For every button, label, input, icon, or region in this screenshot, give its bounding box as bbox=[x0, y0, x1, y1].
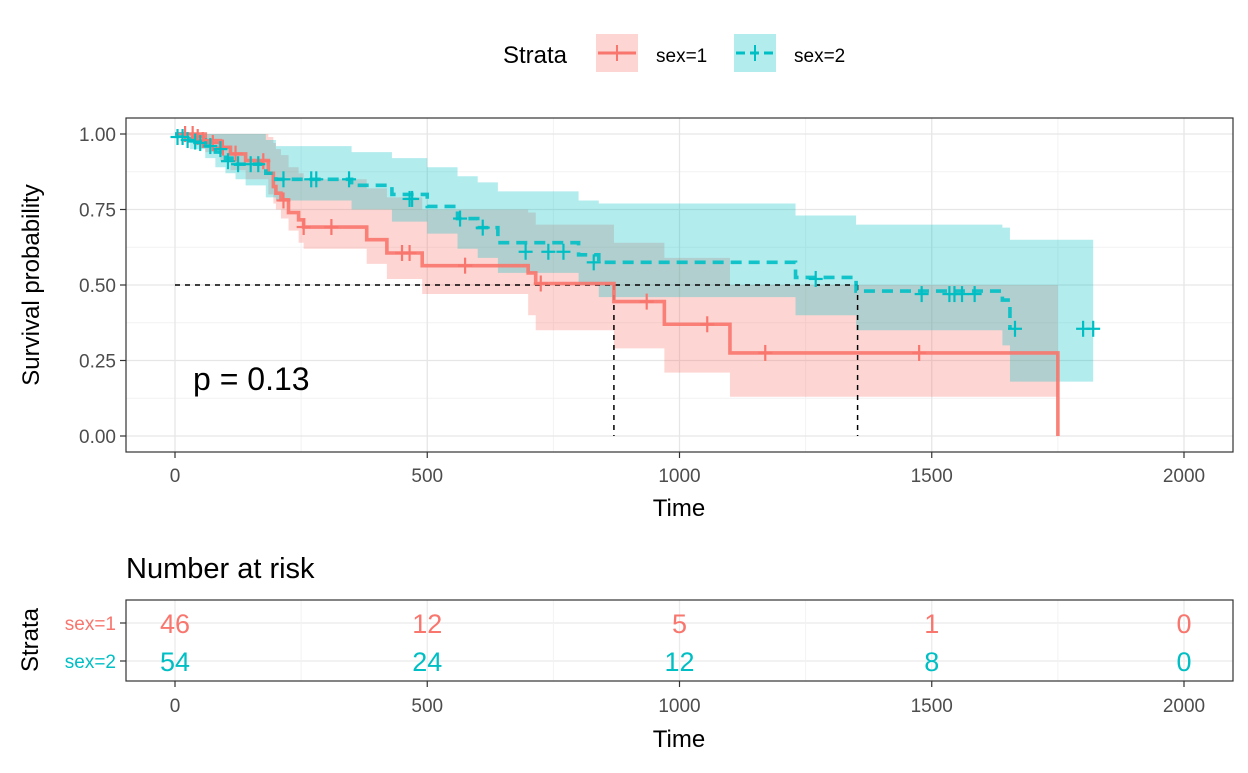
censor-mark-sex2 bbox=[193, 135, 208, 152]
censor-mark-sex1 bbox=[700, 316, 715, 333]
x-tick-label: 1500 bbox=[911, 466, 953, 487]
censor-mark-sex2 bbox=[220, 153, 235, 170]
risk-value-sex2: 24 bbox=[412, 647, 442, 677]
risk-y-axis-label: Strata bbox=[17, 607, 44, 672]
censor-mark-sex2 bbox=[251, 156, 266, 173]
censor-mark-sex1 bbox=[276, 192, 291, 209]
censor-mark-sex2 bbox=[914, 286, 929, 303]
risk-x-ticks: 0 500 1000 1500 2000 bbox=[170, 681, 1205, 717]
censor-mark-sex1 bbox=[205, 135, 220, 152]
y-tick-label: 0.00 bbox=[79, 427, 116, 448]
censor-mark-sex1 bbox=[639, 293, 654, 310]
censor-mark-sex2 bbox=[518, 243, 533, 260]
risk-value-sex2: 8 bbox=[924, 647, 939, 677]
censor-mark-sex2 bbox=[276, 171, 291, 188]
risk-value-sex1: 12 bbox=[412, 609, 442, 639]
censor-mark-sex2 bbox=[955, 286, 970, 303]
survival-panel: 0.00 0.25 0.50 0.75 1.00 0 500 1000 1500 2000 p … bbox=[18, 117, 1234, 522]
censor-mark-sex1 bbox=[912, 344, 927, 361]
y-tick-label: 0.50 bbox=[79, 276, 116, 297]
risk-value-sex1: 0 bbox=[1176, 609, 1191, 639]
censor-mark-sex1 bbox=[228, 145, 243, 162]
risk-value-sex2: 0 bbox=[1176, 647, 1191, 677]
censor-mark-sex2 bbox=[475, 219, 490, 236]
risk-table-gridlines bbox=[126, 600, 1233, 681]
censor-mark-sex2 bbox=[556, 243, 571, 260]
pvalue-annotation: p = 0.13 bbox=[193, 361, 310, 397]
y-tick-label: 0.75 bbox=[79, 201, 116, 222]
censor-mark-sex1 bbox=[402, 244, 417, 261]
censor-mark-sex1 bbox=[296, 219, 311, 236]
legend-title: Strata bbox=[503, 42, 568, 69]
ci-band-sex1 bbox=[175, 134, 1058, 397]
risk-table-strata-labels: sex=1 sex=2 bbox=[65, 614, 126, 673]
risk-x-axis-label: Time bbox=[653, 726, 705, 753]
censor-mark-sex1 bbox=[215, 139, 230, 156]
censor-mark-sex2 bbox=[1007, 320, 1022, 337]
censor-mark-sex2 bbox=[203, 138, 218, 155]
risk-x-tick-label: 1000 bbox=[658, 696, 700, 717]
legend-label-sex1: sex=1 bbox=[656, 46, 707, 67]
main-x-axis-label: Time bbox=[653, 495, 705, 522]
risk-strata-label: sex=1 bbox=[65, 614, 116, 635]
censor-mark-sex2 bbox=[453, 210, 468, 227]
main-x-ticks: 0 500 1000 1500 2000 bbox=[170, 452, 1205, 487]
risk-value-sex2: 54 bbox=[160, 647, 190, 677]
y-tick-label: 0.25 bbox=[79, 352, 116, 373]
censor-mark-sex2 bbox=[180, 132, 195, 149]
censor-mark-sex2 bbox=[1086, 320, 1101, 337]
risk-x-tick-label: 0 bbox=[170, 696, 181, 717]
x-tick-label: 1000 bbox=[658, 466, 700, 487]
censor-mark-sex2 bbox=[808, 270, 823, 287]
risk-value-sex2: 12 bbox=[664, 647, 694, 677]
median-survival-lines bbox=[175, 284, 859, 436]
risk-value-sex1: 1 bbox=[924, 609, 939, 639]
censor-mark-sex2 bbox=[405, 190, 420, 207]
x-tick-label: 2000 bbox=[1163, 466, 1205, 487]
censor-mark-sex2 bbox=[586, 254, 601, 271]
risk-strata-label: sex=2 bbox=[65, 652, 116, 673]
risk-value-sex1: 46 bbox=[160, 609, 190, 639]
x-tick-label: 500 bbox=[411, 466, 443, 487]
legend: Strata sex=1 sex=2 bbox=[503, 34, 845, 72]
censor-mark-sex2 bbox=[231, 156, 246, 173]
risk-x-tick-label: 2000 bbox=[1163, 696, 1205, 717]
censor-mark-sex2 bbox=[342, 171, 357, 188]
risk-value-sex1: 5 bbox=[672, 609, 687, 639]
main-y-axis-label: Survival probability bbox=[18, 184, 45, 385]
censor-marks bbox=[170, 126, 1101, 361]
censor-mark-sex1 bbox=[458, 257, 473, 274]
y-tick-label: 1.00 bbox=[79, 125, 116, 146]
censor-mark-sex2 bbox=[309, 171, 324, 188]
censor-mark-sex1 bbox=[324, 219, 339, 236]
x-tick-label: 0 bbox=[170, 466, 181, 487]
main-y-ticks: 0.00 0.25 0.50 0.75 1.00 bbox=[79, 125, 126, 448]
censor-mark-sex1 bbox=[195, 132, 210, 149]
censor-mark-sex2 bbox=[541, 243, 556, 260]
risk-table-values: 46 12 5 1 0 54 24 12 8 0 bbox=[160, 609, 1192, 677]
risk-table-panel: Number at risk 46 12 5 1 054 24 12 8 0 sex=1sex=… bbox=[17, 553, 1234, 753]
risk-table-title: Number at risk bbox=[126, 553, 315, 585]
censor-mark-sex2 bbox=[967, 286, 982, 303]
censor-mark-sex1 bbox=[758, 344, 773, 361]
censor-mark-sex2 bbox=[213, 141, 228, 158]
risk-x-tick-label: 500 bbox=[411, 696, 443, 717]
risk-x-tick-label: 1500 bbox=[911, 696, 953, 717]
censor-mark-sex1 bbox=[533, 275, 548, 292]
legend-label-sex2: sex=2 bbox=[794, 46, 845, 67]
